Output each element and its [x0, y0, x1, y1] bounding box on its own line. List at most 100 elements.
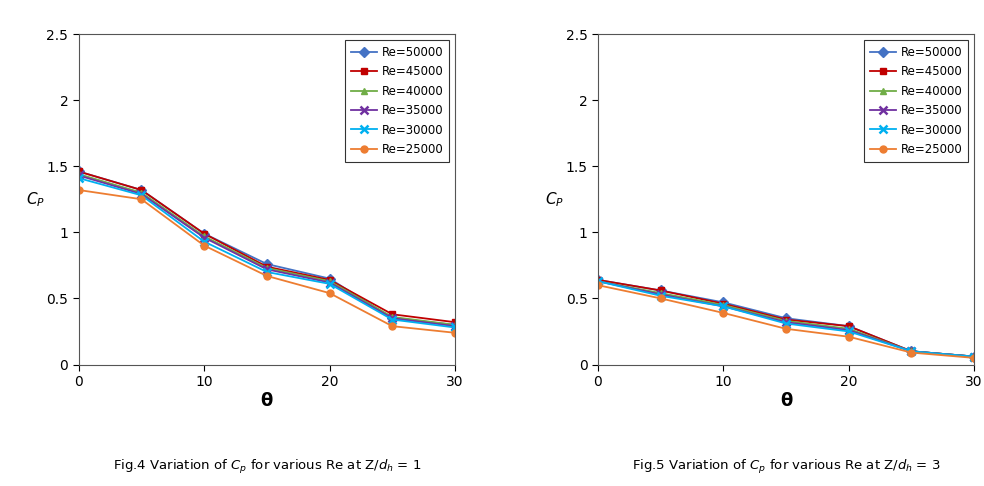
- Re=30000: [136, 192, 148, 198]
- Re=30000: [654, 293, 666, 299]
- Re=35000: [592, 278, 604, 284]
- Re=50000: [324, 276, 336, 281]
- Re=50000: [387, 315, 399, 321]
- Re=35000: [449, 323, 461, 329]
- Re=30000: [968, 354, 980, 360]
- Re=30000: [780, 321, 792, 327]
- Re=50000: [780, 315, 792, 321]
- Re=45000: [449, 319, 461, 325]
- Re=25000: [717, 310, 729, 316]
- Text: Fig.5 Variation of $C_p$ for various Re at Z/$d_h$ = 3: Fig.5 Variation of $C_p$ for various Re …: [632, 457, 941, 476]
- Re=25000: [592, 282, 604, 288]
- Re=40000: [387, 314, 399, 320]
- Re=25000: [968, 355, 980, 361]
- Re=30000: [324, 281, 336, 287]
- Legend: Re=50000, Re=45000, Re=40000, Re=35000, Re=30000, Re=25000: Re=50000, Re=45000, Re=40000, Re=35000, …: [344, 40, 449, 162]
- Line: Re=40000: Re=40000: [75, 171, 459, 329]
- Re=50000: [198, 231, 210, 237]
- Re=25000: [324, 290, 336, 296]
- Re=35000: [136, 191, 148, 197]
- Text: Fig.4 Variation of $C_p$ for various Re at Z/$d_h$ = 1: Fig.4 Variation of $C_p$ for various Re …: [112, 457, 421, 476]
- Line: Re=30000: Re=30000: [75, 174, 460, 331]
- Re=30000: [843, 329, 855, 334]
- Re=45000: [717, 301, 729, 307]
- Re=30000: [905, 348, 917, 354]
- Re=45000: [654, 288, 666, 294]
- Re=30000: [387, 317, 399, 323]
- Re=25000: [905, 350, 917, 356]
- X-axis label: θ: θ: [261, 392, 273, 410]
- Re=35000: [387, 315, 399, 321]
- Re=25000: [843, 334, 855, 340]
- Re=35000: [73, 173, 85, 178]
- Re=40000: [136, 190, 148, 195]
- Re=30000: [449, 325, 461, 330]
- Re=45000: [73, 169, 85, 174]
- Re=40000: [449, 322, 461, 328]
- Re=45000: [843, 323, 855, 329]
- Re=30000: [717, 303, 729, 309]
- Re=50000: [654, 288, 666, 294]
- Re=45000: [592, 277, 604, 283]
- Line: Re=50000: Re=50000: [75, 168, 459, 329]
- Re=30000: [73, 175, 85, 181]
- Re=50000: [968, 354, 980, 360]
- Line: Re=25000: Re=25000: [594, 282, 978, 362]
- Re=25000: [198, 243, 210, 248]
- Re=50000: [449, 322, 461, 328]
- Re=50000: [261, 261, 273, 267]
- Re=25000: [73, 187, 85, 193]
- Line: Re=45000: Re=45000: [75, 168, 459, 326]
- Re=25000: [136, 196, 148, 202]
- X-axis label: θ: θ: [780, 392, 792, 410]
- Re=45000: [780, 317, 792, 323]
- Re=50000: [843, 323, 855, 329]
- Re=25000: [449, 330, 461, 336]
- Line: Re=25000: Re=25000: [75, 187, 459, 336]
- Re=25000: [261, 273, 273, 279]
- Line: Re=45000: Re=45000: [594, 277, 978, 360]
- Re=45000: [387, 312, 399, 317]
- Re=35000: [717, 303, 729, 309]
- Re=35000: [654, 292, 666, 297]
- Re=35000: [968, 354, 980, 360]
- Line: Re=30000: Re=30000: [593, 277, 978, 361]
- Re=40000: [780, 318, 792, 324]
- Re=30000: [198, 239, 210, 244]
- Re=35000: [780, 319, 792, 325]
- Line: Re=35000: Re=35000: [75, 171, 460, 330]
- Re=45000: [324, 277, 336, 283]
- Line: Re=35000: Re=35000: [593, 277, 978, 361]
- Re=35000: [905, 348, 917, 354]
- Re=50000: [592, 277, 604, 283]
- Re=40000: [654, 290, 666, 296]
- Re=35000: [843, 327, 855, 333]
- Y-axis label: $C_P$: $C_P$: [26, 190, 44, 208]
- Re=40000: [261, 265, 273, 271]
- Re=45000: [198, 231, 210, 237]
- Re=25000: [654, 295, 666, 301]
- Re=40000: [968, 354, 980, 360]
- Re=40000: [198, 233, 210, 239]
- Legend: Re=50000, Re=45000, Re=40000, Re=35000, Re=30000, Re=25000: Re=50000, Re=45000, Re=40000, Re=35000, …: [864, 40, 968, 162]
- Re=40000: [73, 171, 85, 177]
- Re=50000: [905, 348, 917, 354]
- Y-axis label: $C_P$: $C_P$: [545, 190, 564, 208]
- Line: Re=40000: Re=40000: [594, 278, 978, 360]
- Re=25000: [780, 326, 792, 332]
- Re=40000: [592, 278, 604, 284]
- Re=40000: [843, 326, 855, 332]
- Re=40000: [905, 348, 917, 354]
- Re=45000: [136, 187, 148, 193]
- Re=50000: [136, 187, 148, 193]
- Re=35000: [198, 235, 210, 241]
- Re=40000: [324, 278, 336, 284]
- Re=35000: [261, 266, 273, 272]
- Re=45000: [905, 348, 917, 354]
- Re=45000: [261, 264, 273, 270]
- Re=45000: [968, 354, 980, 360]
- Re=50000: [73, 169, 85, 174]
- Re=30000: [261, 269, 273, 275]
- Re=25000: [387, 323, 399, 329]
- Re=30000: [592, 278, 604, 284]
